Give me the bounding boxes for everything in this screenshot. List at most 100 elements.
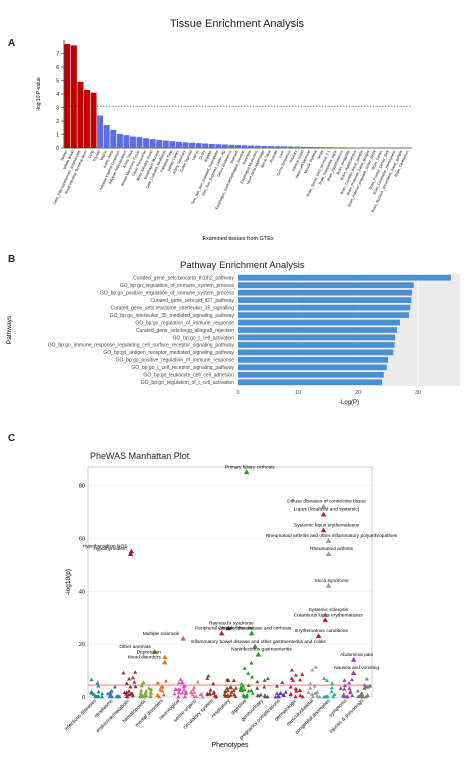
data-point: [143, 691, 148, 695]
x-tick-label: Artery Aorta: [103, 150, 115, 169]
x-axis-label: Examined tissues from GTEx: [202, 236, 273, 242]
annotated-point: [350, 656, 357, 662]
point-annotation: Other anemias: [119, 644, 151, 650]
point-annotation: Abdominal pain: [340, 652, 373, 658]
x-tick-label: 0: [236, 390, 239, 396]
data-point: [149, 687, 154, 691]
data-point: [89, 677, 94, 682]
data-point: [176, 680, 181, 685]
bar: [136, 137, 143, 148]
data-point: [100, 691, 105, 696]
data-point: [298, 677, 303, 682]
data-point: [355, 688, 360, 693]
plot-area: [87, 466, 373, 698]
data-point: [194, 694, 199, 699]
point-annotation: Mood disorders: [128, 655, 162, 661]
annotated-point: [255, 651, 262, 657]
point-annotation: Multiple sclerosis: [143, 631, 180, 637]
bar: [175, 141, 182, 148]
pathway-chart-title: Pathway Enrichment Analysis: [180, 260, 305, 271]
annotated-point: [325, 538, 332, 543]
data-point: [223, 689, 228, 694]
annotated-point: [218, 630, 225, 636]
x-tick-label: Uterus: [191, 150, 199, 161]
data-point: [190, 692, 195, 697]
point-annotation: Nausea and vomiting: [334, 665, 379, 671]
y-tick-label: 7: [56, 52, 59, 58]
data-point: [126, 689, 131, 693]
bar: [238, 319, 400, 326]
data-point: [130, 675, 135, 680]
data-point: [349, 677, 354, 682]
bar: [77, 81, 84, 148]
x-tick-label: Vagina: [99, 150, 107, 162]
bar: [238, 274, 451, 281]
data-point: [242, 694, 247, 699]
point-annotation: Lupus (localized and systemic): [294, 507, 360, 513]
data-point: [155, 680, 160, 685]
point-annotation: Depression: [137, 649, 162, 655]
data-point: [141, 680, 146, 684]
data-point: [332, 692, 337, 696]
data-point: [177, 690, 182, 695]
annotated-point: [320, 511, 327, 517]
data-point: [238, 688, 243, 692]
x-tick-label: Bladder: [204, 149, 213, 163]
point-annotation: Chronic liver disease and cirrhosis: [218, 626, 292, 632]
data-point: [225, 677, 230, 682]
data-point: [115, 694, 120, 698]
bar: [221, 144, 228, 148]
data-point: [180, 690, 185, 695]
bar: [238, 342, 395, 348]
y-tick-label: 5: [56, 79, 59, 85]
y-tick-label: 4: [56, 92, 59, 98]
data-point: [211, 681, 216, 686]
data-point: [289, 676, 294, 680]
data-point: [313, 691, 318, 695]
bar: [228, 144, 235, 148]
data-point: [239, 681, 244, 686]
data-point: [255, 686, 260, 690]
bar: [238, 312, 409, 318]
data-point: [262, 678, 267, 682]
point-annotation: Hypothyroidism: [94, 546, 127, 552]
data-point: [255, 679, 260, 684]
annotated-point: [128, 548, 135, 554]
data-point: [350, 693, 355, 697]
y-tick-label: GO_bp:go_immune_response_regulating_cell…: [48, 343, 235, 349]
data-point: [181, 684, 186, 689]
bar: [162, 140, 169, 148]
data-point: [265, 676, 270, 681]
data-point: [121, 670, 126, 675]
data-point: [362, 683, 367, 687]
point-annotation: Rheumatoid arthritis: [310, 546, 354, 552]
data-point: [133, 670, 138, 674]
x-tick-label: Thyroid: [92, 150, 101, 163]
point-annotation: Noninfectious gastroenteritis: [231, 647, 292, 653]
data-point: [324, 678, 329, 682]
y-axis-label: -log10(p): [65, 569, 72, 595]
data-point: [105, 691, 110, 696]
data-point: [155, 693, 160, 698]
y-tick-label: GO_bp:go_interleukin_35_mediated_signali…: [110, 313, 235, 319]
bar: [129, 136, 136, 148]
bar: [274, 146, 281, 148]
y-tick-label: GO_bp:go_antigen_receptor_mediated_signa…: [103, 350, 234, 356]
y-tick-label: 0: [82, 695, 85, 701]
pathway-enrichment-chart: 0 10 20 30 Curated_gene_sets:biocarta_th1th2…: [6, 274, 460, 406]
point-annotation: Diffuse diseases of connective tissue: [287, 499, 366, 505]
data-point: [225, 686, 230, 690]
data-point: [191, 687, 196, 692]
data-point: [312, 683, 317, 688]
bar: [103, 125, 110, 148]
data-point: [322, 676, 327, 680]
data-point: [356, 694, 361, 699]
bar: [235, 145, 241, 148]
data-point: [176, 694, 181, 699]
annotated-point: [248, 630, 255, 636]
data-point: [294, 688, 299, 693]
bar: [326, 147, 333, 148]
annotated-point: [325, 582, 332, 588]
y-tick-label: GO_bp:go_regulation_of_t_cell_activation: [141, 380, 234, 386]
bar: [97, 115, 104, 148]
